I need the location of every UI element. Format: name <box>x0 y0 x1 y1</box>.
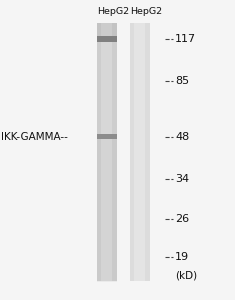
Bar <box>97 22 117 42</box>
Bar <box>130 22 150 281</box>
Text: (kD): (kD) <box>175 271 197 281</box>
Text: HepG2: HepG2 <box>97 8 129 16</box>
Text: 85: 85 <box>175 76 189 86</box>
Text: 26: 26 <box>175 214 189 224</box>
Bar <box>134 22 145 281</box>
Bar <box>97 42 117 135</box>
Bar <box>97 134 117 139</box>
Bar <box>97 22 117 281</box>
Bar <box>97 36 117 42</box>
Bar <box>97 135 117 282</box>
Text: HepG2: HepG2 <box>130 8 162 16</box>
Text: IKK-GAMMA--: IKK-GAMMA-- <box>1 131 68 142</box>
Text: 19: 19 <box>175 251 189 262</box>
Text: 117: 117 <box>175 34 196 44</box>
Bar <box>102 22 112 281</box>
Text: 48: 48 <box>175 131 189 142</box>
Text: 34: 34 <box>175 173 189 184</box>
